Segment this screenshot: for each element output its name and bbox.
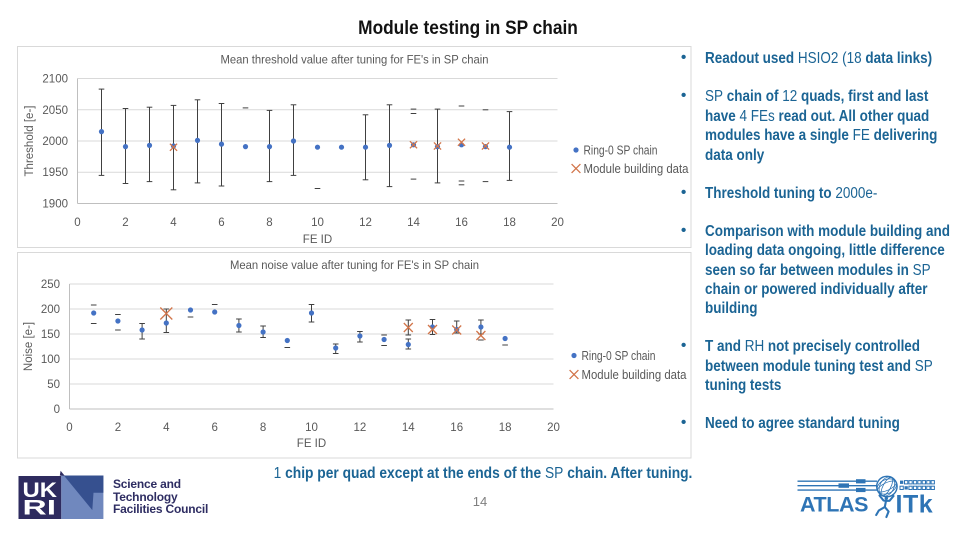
svg-text:8: 8 — [266, 217, 272, 229]
svg-text:ATLAS: ATLAS — [800, 493, 868, 517]
svg-text:RI: RI — [23, 496, 57, 520]
svg-text:Module building data: Module building data — [582, 368, 687, 382]
svg-text:250: 250 — [41, 279, 60, 291]
svg-text:2050: 2050 — [42, 105, 68, 117]
svg-text:18: 18 — [503, 217, 516, 229]
svg-text:100: 100 — [41, 354, 60, 366]
svg-text:16: 16 — [455, 217, 468, 229]
svg-text:2: 2 — [115, 422, 121, 434]
svg-text:2000: 2000 — [42, 136, 68, 148]
svg-text:12: 12 — [359, 217, 372, 229]
svg-text:4: 4 — [170, 217, 177, 229]
svg-text:FE ID: FE ID — [303, 234, 332, 246]
svg-text:6: 6 — [218, 217, 224, 229]
svg-text:Threshold [e-]: Threshold [e-] — [24, 106, 36, 177]
svg-text:20: 20 — [551, 217, 564, 229]
svg-text:150: 150 — [41, 329, 60, 341]
svg-text:10: 10 — [305, 422, 318, 434]
svg-text:2: 2 — [122, 217, 128, 229]
svg-text:Mean noise value after tuning: Mean noise value after tuning for FE's i… — [230, 258, 479, 272]
svg-text:0: 0 — [54, 404, 60, 416]
svg-text:16: 16 — [450, 422, 463, 434]
svg-text:50: 50 — [47, 379, 60, 391]
svg-text:UK: UK — [23, 478, 58, 502]
svg-text:0: 0 — [66, 422, 72, 434]
svg-text:FE ID: FE ID — [297, 438, 326, 450]
svg-text:ITk: ITk — [896, 491, 934, 519]
svg-text:20: 20 — [547, 422, 560, 434]
svg-text:Mean threshold value after tun: Mean threshold value after tuning for FE… — [221, 53, 489, 67]
svg-text:200: 200 — [41, 304, 60, 316]
svg-text:Ring-0 SP chain: Ring-0 SP chain — [582, 349, 656, 363]
svg-text:Noise [e-]: Noise [e-] — [23, 322, 35, 371]
svg-text:1900: 1900 — [42, 199, 68, 211]
svg-text:12: 12 — [354, 422, 367, 434]
svg-text:14: 14 — [402, 422, 415, 434]
svg-text:18: 18 — [499, 422, 512, 434]
svg-text:Module building data: Module building data — [584, 162, 689, 176]
svg-text:2100: 2100 — [42, 74, 68, 86]
svg-text:10: 10 — [311, 217, 324, 229]
svg-text:0: 0 — [74, 217, 80, 229]
svg-text:14: 14 — [407, 217, 420, 229]
svg-text:8: 8 — [260, 422, 266, 434]
svg-text:4: 4 — [163, 422, 170, 434]
svg-text:Ring-0 SP chain: Ring-0 SP chain — [584, 144, 658, 158]
svg-text:1950: 1950 — [42, 167, 68, 179]
svg-text:6: 6 — [211, 422, 217, 434]
